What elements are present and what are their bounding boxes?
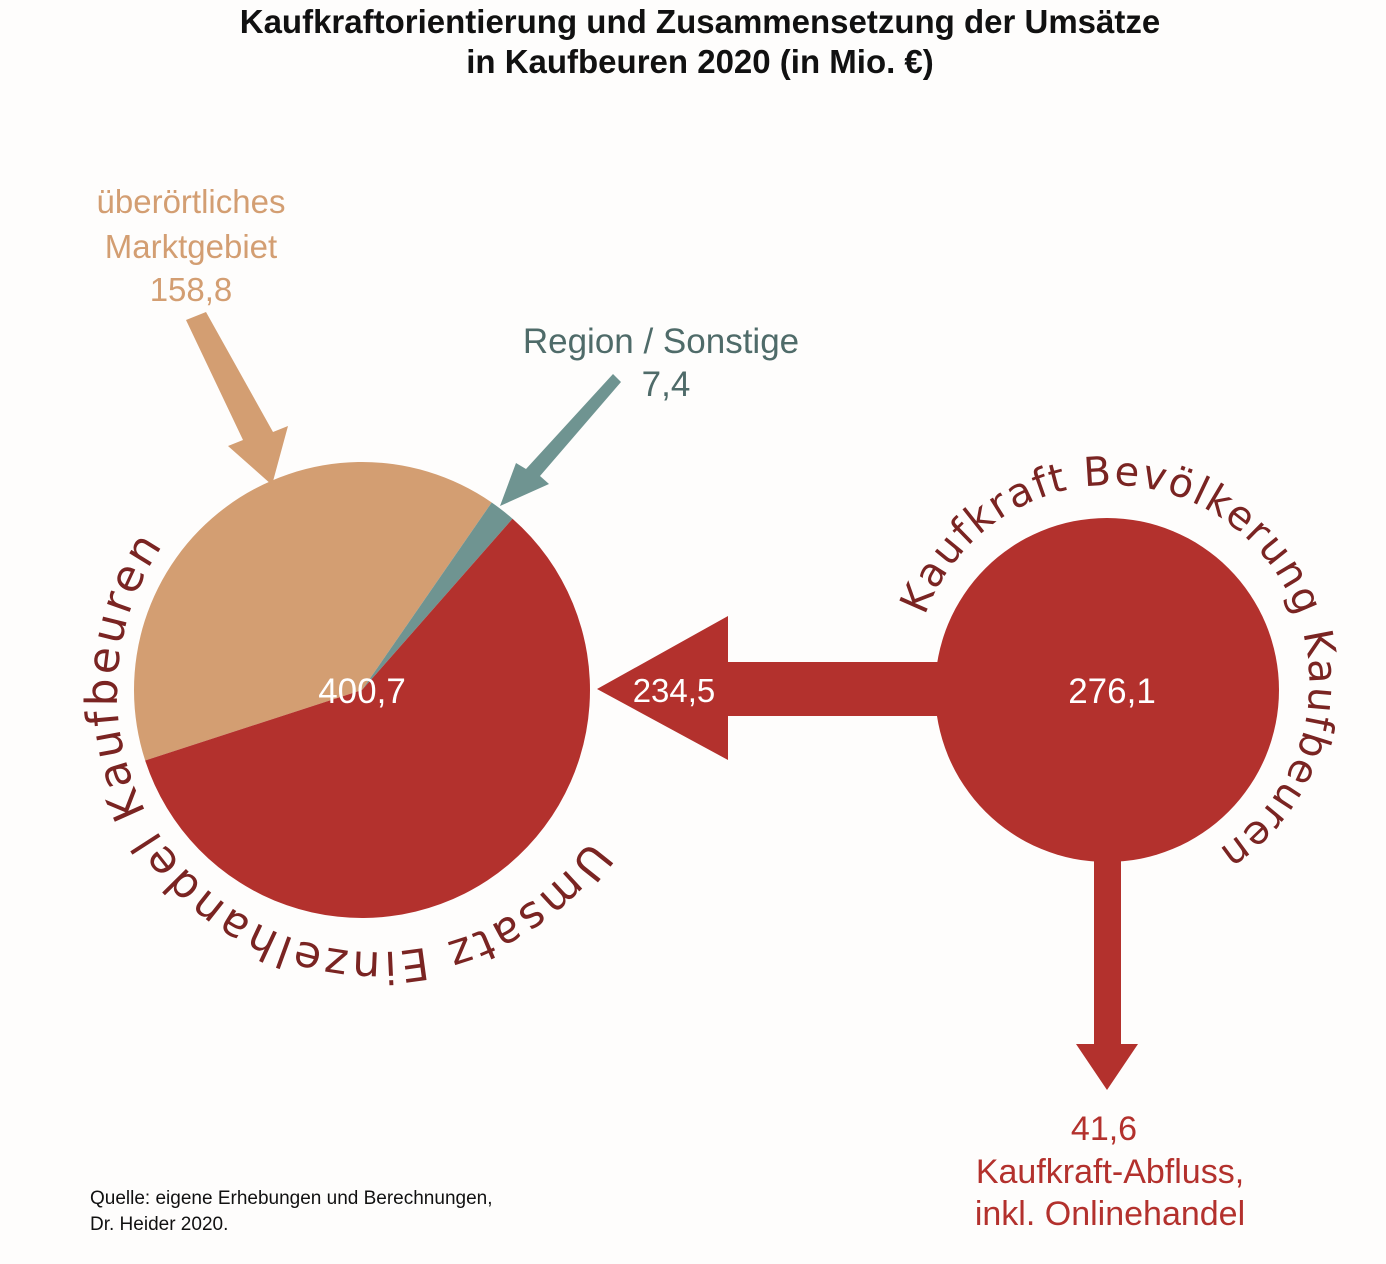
flow-value-label: 234,5 [633,672,716,709]
ueberoertlich-value: 158,8 [150,271,233,308]
region-value: 7,4 [642,365,691,404]
kaufkraft-circle [935,518,1279,862]
pie-slice-kaufkraft-bevoelkerung [145,518,590,918]
outflow-label: 41,6 Kaufkraft-Abfluss, inkl. Onlinehand… [975,1110,1245,1233]
pie-slice-ueberoertliches-marktgebiet [133,461,492,761]
source-line1: Quelle: eigene Erhebungen und Berechnung… [90,1188,493,1209]
region-label: Region / Sonstige 7,4 [523,322,799,404]
region-label-line1: Region / Sonstige [523,322,799,361]
outflow-label-line1: Kaufkraft-Abfluss, [976,1153,1244,1191]
chart-title-line1: Kaufkraftorientierung und Zusammensetzun… [239,3,1161,40]
chart-title-line2: in Kaufbeuren 2020 (in Mio. €) [466,43,934,80]
region-arrow [500,374,621,506]
outflow-arrow [1076,855,1138,1090]
ueberoertlich-label: überörtliches Marktgebiet 158,8 [97,183,286,308]
ueberoertlich-arrow [186,312,288,485]
pie-slice-region-sonstige [362,502,513,690]
outflow-label-line2: inkl. Onlinehandel [975,1195,1245,1233]
ueberoertlich-label-line2: Marktgebiet [105,228,277,265]
ueberoertlich-label-line1: überörtliches [97,183,286,220]
outflow-value: 41,6 [1071,1110,1137,1148]
chart-title: Kaufkraftorientierung und Zusammensetzun… [0,2,1386,82]
pie-total-label: 400,7 [318,672,406,711]
kaufkraft-total-label: 276,1 [1068,672,1156,711]
source-line2: Dr. Heider 2020. [90,1214,229,1235]
kaufkraft-flow-arrow [597,616,945,760]
source-note: Quelle: eigene Erhebungen und Berechnung… [90,1186,493,1238]
pie-chart [133,461,590,918]
